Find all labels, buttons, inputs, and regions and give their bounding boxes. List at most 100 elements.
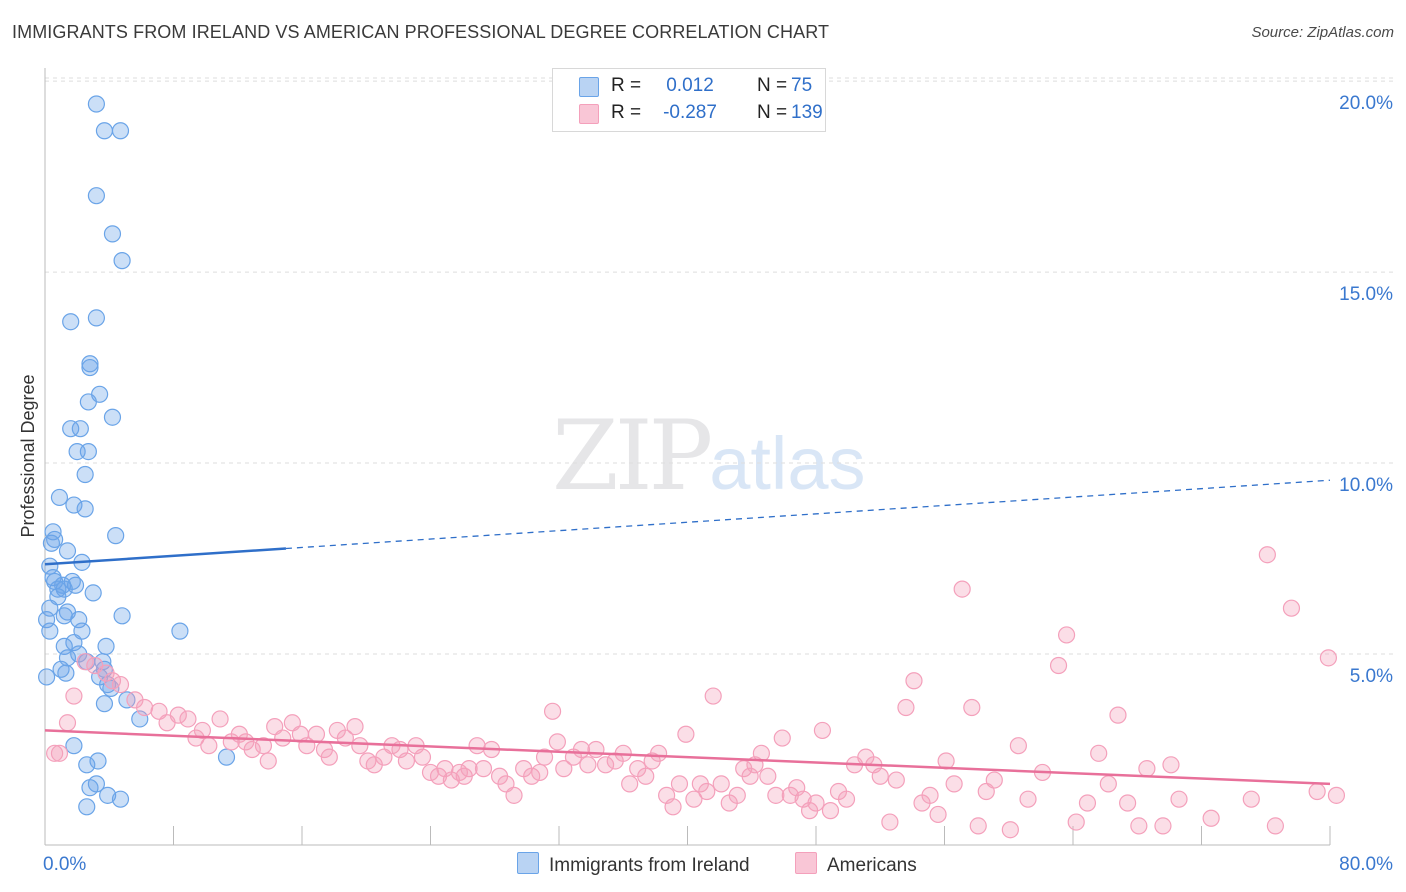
americans-point — [572, 740, 591, 759]
americans-point — [1170, 790, 1188, 808]
bottom-legend-label-ireland: Immigrants from Ireland — [549, 855, 750, 876]
ireland-point — [58, 542, 77, 560]
americans-point — [1282, 599, 1301, 617]
ireland-point — [113, 607, 131, 625]
americans-point — [523, 767, 541, 785]
americans-point — [837, 790, 856, 808]
americans-point — [1202, 809, 1220, 827]
americans-point — [397, 752, 416, 770]
legend-r-value: -0.287 — [663, 102, 717, 123]
ireland-point — [81, 355, 99, 373]
americans-point — [351, 737, 369, 755]
americans-point — [871, 767, 889, 785]
americans-point — [704, 687, 722, 705]
americans-point — [953, 580, 971, 598]
americans-point — [712, 775, 730, 793]
ireland-point — [38, 668, 56, 686]
ireland-point — [62, 313, 80, 331]
americans-point — [905, 672, 923, 690]
ireland-point — [55, 607, 73, 625]
americans-point — [543, 702, 562, 720]
americans-point — [1078, 794, 1097, 812]
ireland-point — [81, 779, 99, 797]
americans-point — [1109, 706, 1127, 724]
bottom-legend-americans: Americans — [795, 852, 917, 877]
americans-point — [1154, 817, 1172, 835]
americans-point — [677, 725, 695, 743]
americans-point — [103, 672, 122, 690]
americans-point — [179, 710, 197, 728]
americans-point — [58, 714, 77, 732]
americans-point — [637, 767, 655, 785]
americans-point — [596, 756, 615, 774]
americans-point — [963, 698, 981, 717]
ireland-point — [62, 420, 80, 438]
ireland-point — [66, 576, 85, 594]
legend-r-value: 0.012 — [666, 75, 714, 96]
americans-point — [307, 725, 326, 743]
americans-point — [621, 775, 639, 793]
americans-point — [969, 817, 987, 835]
y-axis-title: Professional Degree — [18, 374, 38, 537]
americans-point — [1090, 744, 1108, 762]
americans-point — [579, 756, 597, 774]
legend-n-value: 75 — [791, 75, 813, 96]
americans-point — [243, 740, 261, 759]
ireland-point — [103, 225, 122, 243]
americans-point — [1019, 790, 1037, 808]
americans-point — [821, 802, 840, 820]
americans-point — [728, 786, 746, 804]
ireland-point — [76, 500, 94, 518]
americans-point — [1067, 813, 1085, 831]
ireland-point — [107, 527, 125, 545]
americans-point — [193, 721, 212, 740]
ireland-point — [78, 798, 96, 816]
bottom-legend-ireland: Immigrants from Ireland — [517, 852, 750, 877]
americans-point — [320, 748, 338, 766]
legend-n-value: 139 — [791, 102, 823, 123]
americans-point — [813, 721, 832, 740]
americans-point — [200, 737, 218, 755]
x-tick-label: 0.0% — [43, 854, 86, 875]
ireland-point — [87, 187, 106, 205]
ireland-point — [87, 309, 106, 327]
americans-point — [46, 744, 64, 762]
americans-point — [460, 760, 478, 778]
americans-point — [346, 717, 364, 736]
americans-point — [698, 782, 716, 801]
americans-point — [1099, 775, 1117, 793]
y-tick-label: 15.0% — [1339, 284, 1393, 305]
series-americans-points — [46, 546, 1346, 839]
americans-point — [274, 729, 292, 747]
americans-point — [1319, 649, 1337, 667]
americans-point — [1057, 626, 1076, 644]
americans-point — [881, 813, 899, 831]
americans-point — [1242, 790, 1260, 808]
americans-trend-line — [44, 729, 1331, 786]
americans-point — [649, 744, 668, 762]
ireland-point — [41, 622, 59, 640]
legend-r-label: R = — [611, 75, 642, 96]
americans-point — [1130, 817, 1148, 835]
ireland-point — [81, 358, 99, 377]
americans-point — [921, 786, 939, 804]
legend-n-label: N = — [757, 75, 788, 96]
y-tick-label: 5.0% — [1350, 666, 1393, 687]
americans-point — [50, 744, 69, 762]
ireland-point — [113, 252, 131, 270]
americans-point — [929, 805, 947, 824]
ireland-point — [95, 122, 114, 140]
ireland-point — [89, 752, 107, 770]
legend-swatch-pink — [579, 104, 599, 124]
source-label: Source: ZipAtlas.com — [1251, 24, 1394, 41]
americans-point — [65, 687, 83, 705]
americans-point — [767, 786, 785, 804]
watermark-zip: ZIP — [552, 400, 713, 512]
americans-point — [505, 786, 523, 804]
correlation-legend: R = 0.012 N = 75 R = -0.287 N = 139 — [552, 68, 826, 132]
y-tick-label: 10.0% — [1339, 475, 1393, 496]
ireland-point — [171, 622, 189, 640]
americans-point — [1138, 760, 1156, 778]
ireland-point — [95, 695, 114, 713]
americans-point — [211, 710, 229, 728]
